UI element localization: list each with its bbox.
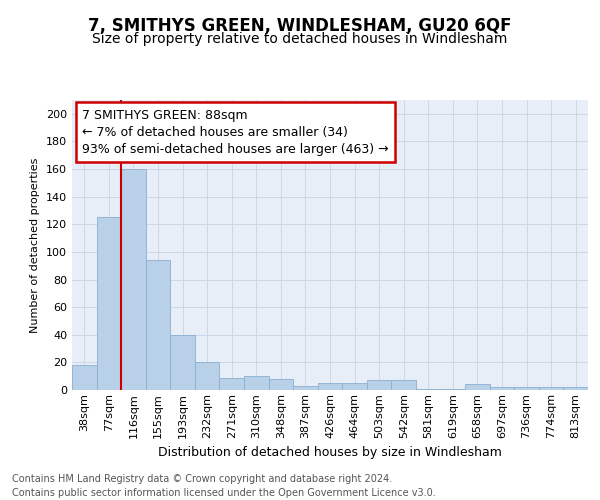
X-axis label: Distribution of detached houses by size in Windlesham: Distribution of detached houses by size … [158, 446, 502, 459]
Bar [539, 387, 563, 390]
Bar [97, 218, 121, 390]
Bar [269, 379, 293, 390]
Bar [391, 380, 416, 390]
Bar [563, 387, 588, 390]
Bar [318, 383, 342, 390]
Bar [195, 362, 220, 390]
Y-axis label: Number of detached properties: Number of detached properties [31, 158, 40, 332]
Text: 7 SMITHYS GREEN: 88sqm
← 7% of detached houses are smaller (34)
93% of semi-deta: 7 SMITHYS GREEN: 88sqm ← 7% of detached … [82, 108, 389, 156]
Bar [121, 169, 146, 390]
Bar [465, 384, 490, 390]
Bar [514, 387, 539, 390]
Bar [72, 365, 97, 390]
Bar [220, 378, 244, 390]
Text: Size of property relative to detached houses in Windlesham: Size of property relative to detached ho… [92, 32, 508, 46]
Bar [490, 387, 514, 390]
Bar [244, 376, 269, 390]
Bar [170, 335, 195, 390]
Bar [416, 388, 440, 390]
Bar [342, 383, 367, 390]
Text: Contains HM Land Registry data © Crown copyright and database right 2024.
Contai: Contains HM Land Registry data © Crown c… [12, 474, 436, 498]
Bar [440, 388, 465, 390]
Bar [367, 380, 391, 390]
Text: 7, SMITHYS GREEN, WINDLESHAM, GU20 6QF: 7, SMITHYS GREEN, WINDLESHAM, GU20 6QF [88, 18, 512, 36]
Bar [146, 260, 170, 390]
Bar [293, 386, 318, 390]
